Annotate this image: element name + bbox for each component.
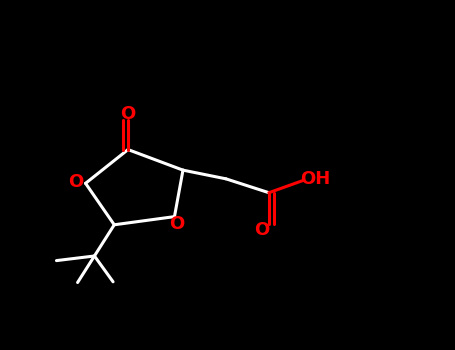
Text: OH: OH [300, 170, 331, 188]
Text: O: O [68, 173, 83, 191]
Text: O: O [254, 220, 270, 238]
Text: O: O [121, 105, 136, 124]
Text: O: O [169, 215, 184, 233]
